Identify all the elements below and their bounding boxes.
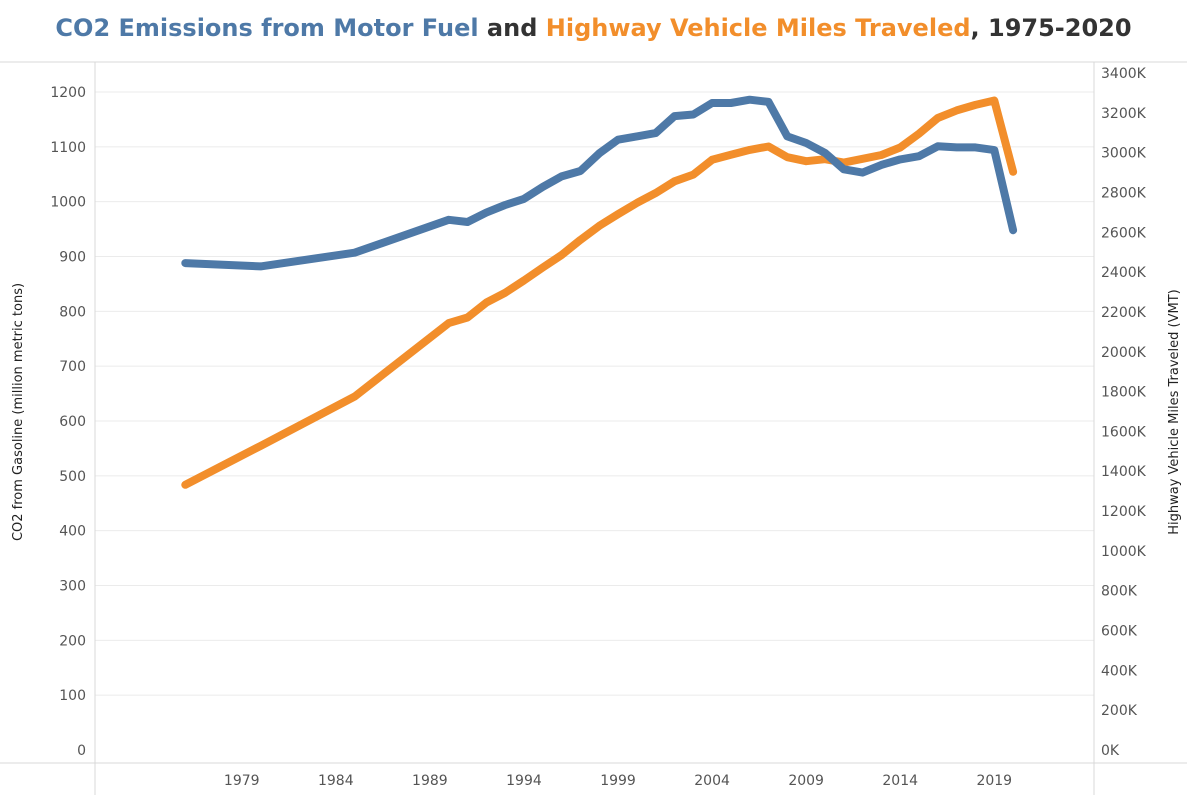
- title-and-part: and: [478, 14, 546, 42]
- title-vmt-part: Highway Vehicle Miles Traveled: [545, 14, 971, 42]
- right-tick-label: 200K: [1101, 703, 1138, 719]
- title-co2-part: CO2 Emissions from Motor Fuel: [55, 14, 479, 42]
- left-tick-label: 1100: [50, 140, 86, 156]
- left-tick-label: 0: [77, 743, 86, 759]
- co2-emissions-line: [181, 95, 1018, 271]
- right-tick-label: 3400K: [1101, 66, 1147, 82]
- left-axis-title: CO2 from Gasoline (million metric tons): [11, 283, 26, 541]
- right-tick-label: 3000K: [1101, 146, 1147, 162]
- right-tick-label: 0K: [1101, 743, 1120, 759]
- left-tick-label: 1000: [50, 195, 86, 211]
- right-tick-label: 600K: [1101, 624, 1138, 640]
- right-tick-label: 2400K: [1101, 265, 1147, 281]
- x-tick-label: 1979: [224, 773, 260, 789]
- axes: [0, 61, 1187, 795]
- title-years-part: , 1975-2020: [970, 14, 1132, 42]
- left-tick-label: 800: [59, 304, 86, 320]
- left-tick-label: 600: [59, 414, 86, 430]
- x-tick-label: 1989: [412, 773, 448, 789]
- left-tick-label: 900: [59, 250, 86, 266]
- x-tick-label: 2019: [976, 773, 1012, 789]
- x-tick-label: 2014: [882, 773, 918, 789]
- x-tick-label: 1994: [506, 773, 542, 789]
- left-axis-ticks: 0 100 200 300 400 500 600 700 800 900 1000 1100 1200: [50, 85, 86, 759]
- right-tick-label: 3200K: [1101, 106, 1147, 122]
- left-tick-label: 1200: [50, 85, 86, 101]
- right-tick-label: 1200K: [1101, 504, 1147, 520]
- vmt-line: [181, 96, 1018, 489]
- x-tick-label: 2009: [788, 773, 824, 789]
- chart-title: CO2 Emissions from Motor Fuel and Highwa…: [0, 14, 1187, 42]
- gridlines: [95, 91, 1094, 696]
- right-tick-label: 1400K: [1101, 464, 1147, 480]
- left-tick-label: 700: [59, 359, 86, 375]
- right-tick-label: 800K: [1101, 584, 1138, 600]
- x-axis-ticks: 1979 1984 1989 1994 1999 2004 2009 2014 2019: [224, 773, 1012, 789]
- left-tick-label: 200: [59, 633, 86, 649]
- right-tick-label: 2000K: [1101, 345, 1147, 361]
- right-tick-label: 2600K: [1101, 225, 1147, 241]
- x-tick-label: 1984: [318, 773, 354, 789]
- right-tick-label: 2800K: [1101, 185, 1147, 201]
- series: [181, 95, 1018, 489]
- left-tick-label: 500: [59, 469, 86, 485]
- right-tick-label: 1000K: [1101, 544, 1147, 560]
- right-tick-label: 1600K: [1101, 424, 1147, 440]
- x-tick-label: 2004: [694, 773, 730, 789]
- right-tick-label: 2200K: [1101, 305, 1147, 321]
- left-tick-label: 100: [59, 688, 86, 704]
- left-tick-label: 300: [59, 579, 86, 595]
- right-axis-ticks: 0K 200K 400K 600K 800K 1000K 1200K 1400K 1600K 18…: [1101, 66, 1147, 759]
- right-tick-label: 1800K: [1101, 385, 1147, 401]
- right-tick-label: 400K: [1101, 663, 1138, 679]
- left-tick-label: 400: [59, 524, 86, 540]
- right-axis-title: Highway Vehicle Miles Traveled (VMT): [1167, 289, 1182, 535]
- x-tick-label: 1999: [600, 773, 636, 789]
